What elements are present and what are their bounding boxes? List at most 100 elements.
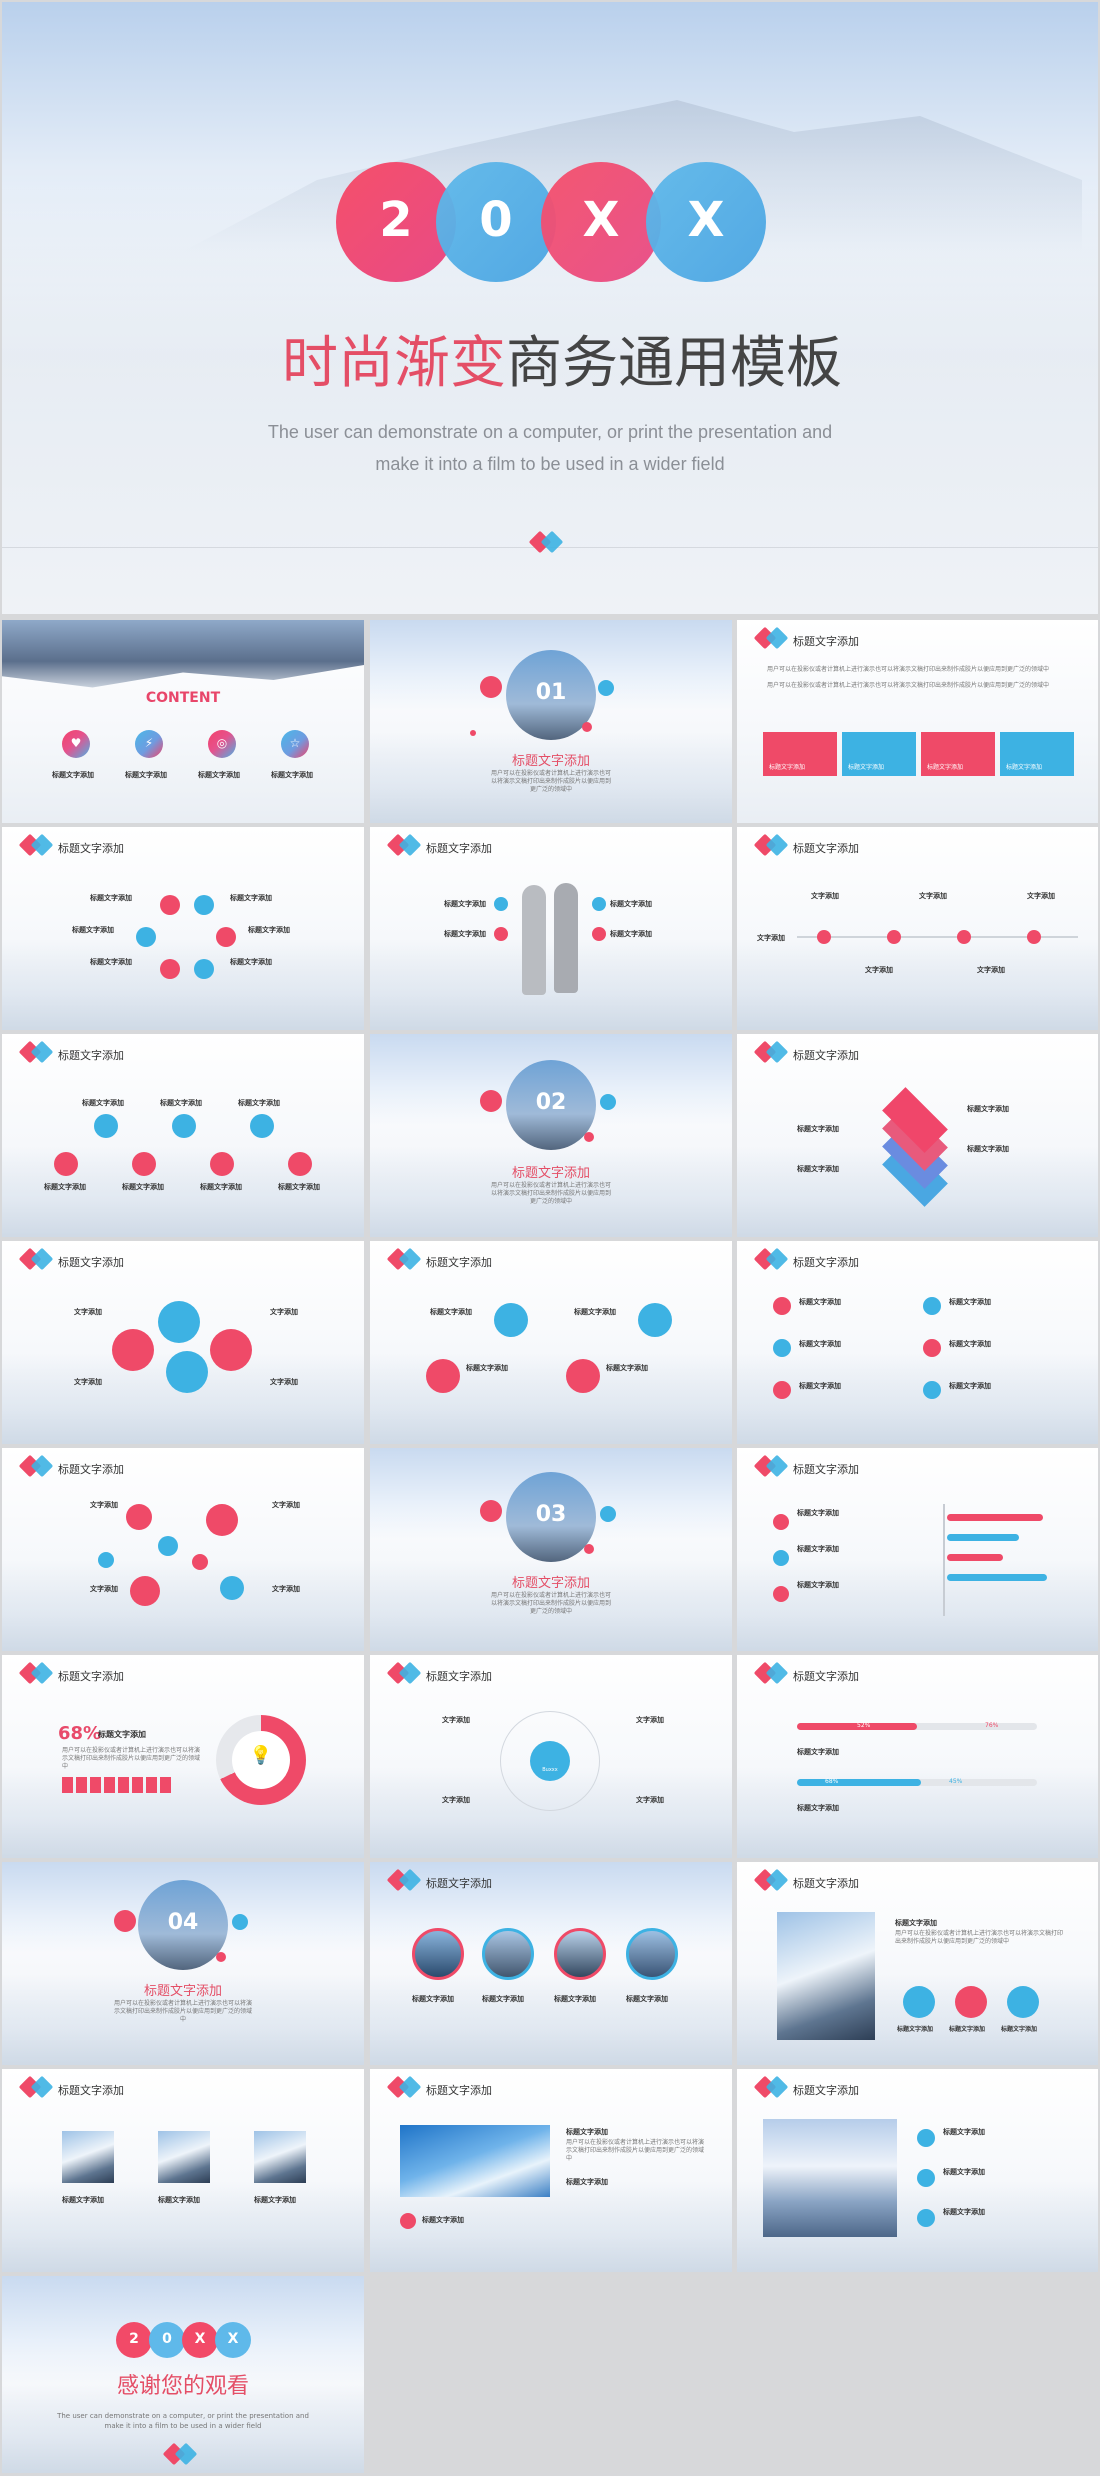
dot-decor: [480, 1090, 502, 1112]
item-heading: 标题文字添加: [943, 2168, 985, 2176]
slide-title: 标题文字添加: [426, 1877, 492, 1890]
diamond-logo-icon: [386, 2075, 428, 2099]
photo-tile: [254, 2131, 306, 2183]
bar-2: [947, 1534, 1019, 1541]
item-heading: 标题文字添加: [967, 1145, 1009, 1153]
closing-slide[interactable]: 2 0 X X 感谢您的观看 The user can demonstrate …: [2, 2276, 364, 2473]
people-icons: [62, 1777, 174, 1793]
section-04-slide[interactable]: 04 标题文字添加 用户可以在投影仪或者计算机上进行演示也可以将演示文稿打印出来…: [2, 1862, 364, 2065]
item-heading: 标题文字添加: [230, 958, 272, 966]
diamond-logo-icon: [753, 626, 795, 650]
image-icon: [923, 1381, 941, 1399]
heart-icon: [426, 1359, 460, 1393]
section-01-slide[interactable]: 01 标题文字添加 用户可以在投影仪或者计算机上进行演示也可以将演示文稿打印出来…: [370, 620, 732, 823]
dot-decor: [584, 1544, 594, 1554]
section-circle: [506, 1060, 596, 1150]
item-heading: 标题文字添加: [949, 2026, 986, 2033]
orbit-slide[interactable]: 标题文字添加 Buxxx 文字添加 文字添加 文字添加 文字添加: [370, 1655, 732, 1858]
content-slide[interactable]: CONTENT ♥ ⚡ ◎ ☆ 标题文字添加 标题文字添加 标题文字添加 标题文…: [2, 620, 364, 823]
slide-title: 标题文字添加: [793, 1463, 859, 1476]
item-heading: 标题文字添加: [482, 1995, 524, 2003]
item-heading: 标题文字添加: [422, 2216, 464, 2224]
icons-grid-slide[interactable]: 标题文字添加 标题文字添加 标题文字添加 标题文字添加 标题文字添加 标题文字添…: [2, 827, 364, 1030]
section-circle: [506, 1472, 596, 1562]
shield-icon: [160, 895, 180, 915]
item-heading: 标题文字添加: [566, 2128, 608, 2136]
section-circle: [506, 650, 596, 740]
send-icon: [917, 2209, 935, 2227]
item-heading: 标题文字添加: [466, 1364, 508, 1372]
photo-circle: [412, 1928, 464, 1980]
slide-title: 标题文字添加: [58, 1256, 124, 1269]
donut-hole: [232, 1731, 290, 1789]
section-03-slide[interactable]: 03 标题文字添加 用户可以在投影仪或者计算机上进行演示也可以将演示文稿打印出来…: [370, 1448, 732, 1651]
bar-list-slide[interactable]: 标题文字添加 标题文字添加 标题文字添加 标题文字添加: [737, 1448, 1098, 1651]
item-heading: 标题文字添加: [610, 900, 652, 908]
item-heading: 标题文字添加: [412, 1995, 454, 2003]
ring-icons-slide[interactable]: 标题文字添加 文字添加 文字添加 文字添加 文字添加: [2, 1448, 364, 1651]
photo-feature-slide[interactable]: 标题文字添加 标题文字添加 用户可以在投影仪或者计算机上进行演示也可以将演示文稿…: [737, 1862, 1098, 2065]
dot-decor: [480, 676, 502, 698]
banner-photo-slide[interactable]: 标题文字添加 标题文字添加 用户可以在投影仪或者计算机上进行演示也可以将演示文稿…: [370, 2069, 732, 2272]
item-heading: 标题文字添加: [444, 900, 486, 908]
bar-1: [947, 1514, 1043, 1521]
section-02-slide[interactable]: 02 标题文字添加 用户可以在投影仪或者计算机上进行演示也可以将演示文稿打印出来…: [370, 1034, 732, 1237]
item-heading: 标题文字添加: [799, 1340, 841, 1348]
slide-title: 标题文字添加: [58, 842, 124, 855]
timeline-slide[interactable]: 标题文字添加 文字添加 文字添加 文字添加 文字添加 文字添加 文字添加: [737, 827, 1098, 1030]
badge-circle-4: [646, 162, 766, 282]
item-label: 文字添加: [272, 1585, 300, 1593]
slide-title: 标题文字添加: [793, 1877, 859, 1890]
closing-subtitle-2: make it into a film to be used in a wide…: [104, 2422, 262, 2430]
feature-box: 标题文字添加: [1000, 732, 1074, 776]
diamond-logo-icon: [753, 1454, 795, 1478]
section-para: 用户可以在投影仪或者计算机上进行演示也可以将演示文稿打印出来制作成胶片以便应用到…: [490, 1182, 611, 1205]
text-boxes-slide[interactable]: 标题文字添加 用户可以在投影仪或者计算机上进行演示也可以将演示文稿打印出来制作成…: [737, 620, 1098, 823]
section-para: 用户可以在投影仪或者计算机上进行演示也可以将演示文稿打印出来制作成胶片以便应用到…: [490, 1592, 611, 1615]
progress-value: 68%: [825, 1778, 839, 1785]
slide-title: 标题文字添加: [793, 635, 859, 648]
link-icon: [132, 1152, 156, 1176]
item-heading: 标题文字添加: [797, 1509, 839, 1517]
section-number: 02: [535, 1090, 567, 1115]
phone-icon: [220, 1576, 244, 1600]
closing-badge: 2 0 X X: [116, 2322, 252, 2358]
layers-slide[interactable]: 标题文字添加 标题文字添加 标题文字添加 标题文字添加 标题文字添加: [737, 1034, 1098, 1237]
zigzag-icons-slide[interactable]: 标题文字添加 标题文字添加 标题文字添加 标题文字添加 标题文字添加 标题文字添…: [2, 1034, 364, 1237]
stat-percent: 68%: [58, 1723, 102, 1744]
user-icon: [592, 927, 606, 941]
people-slide[interactable]: 标题文字添加 标题文字添加 标题文字添加 标题文字添加 标题文字添加: [370, 827, 732, 1030]
center-label: Buxxx: [542, 1767, 558, 1773]
badge-char-2: 0: [479, 192, 513, 248]
item-heading: 标题文字添加: [1001, 2026, 1038, 2033]
slide-title: 标题文字添加: [426, 2084, 492, 2097]
badge-char-3: X: [582, 192, 620, 248]
wifi-icon: [530, 1741, 570, 1781]
photo-circles-slide[interactable]: 标题文字添加 标题文字添加 标题文字添加 标题文字添加 标题文字添加: [370, 1862, 732, 2065]
bulb-icon: 💡: [249, 1745, 273, 1766]
search-icon: [194, 895, 214, 915]
orbit-ring: [500, 1711, 600, 1811]
share-icon: [166, 1351, 208, 1393]
slide-title: 标题文字添加: [58, 1049, 124, 1062]
section-heading: 标题文字添加: [511, 1166, 590, 1181]
dot-decor: [232, 1914, 248, 1930]
lightning-icon: ⚡: [135, 730, 163, 758]
diamond-logo-icon: [753, 1661, 795, 1685]
percent-stat-slide[interactable]: 标题文字添加 68% 标题文字添加 用户可以在投影仪或者计算机上进行演示也可以将…: [2, 1655, 364, 1858]
glacier-photo-slide[interactable]: 标题文字添加 标题文字添加 标题文字添加 标题文字添加: [737, 2069, 1098, 2272]
item-para: 用户可以在投影仪或者计算机上进行演示也可以将演示文稿打印出来制作成胶片以便应用到…: [566, 2139, 705, 2162]
ice-photo: [400, 2125, 550, 2197]
item-heading: 标题文字添加: [566, 2178, 608, 2186]
lightning-icon: [566, 1359, 600, 1393]
bulb-icon: [1007, 1986, 1039, 2018]
cluster-circles-slide[interactable]: 标题文字添加 文字添加 文字添加 文字添加 文字添加: [2, 1241, 364, 1444]
photo-heading: 标题文字添加: [895, 1919, 937, 1927]
curve-icons-slide[interactable]: 标题文字添加 标题文字添加 标题文字添加 标题文字添加 标题文字添加: [370, 1241, 732, 1444]
wave-photos-slide[interactable]: 标题文字添加 标题文字添加 标题文字添加 标题文字添加: [2, 2069, 364, 2272]
gear-icon: [160, 959, 180, 979]
progress-slide[interactable]: 标题文字添加 52% 76% 标题文字添加 68% 45% 标题文字添加: [737, 1655, 1098, 1858]
diamond-logo-icon: [386, 1661, 428, 1685]
two-column-list-slide[interactable]: 标题文字添加 标题文字添加 标题文字添加 标题文字添加 标题文字添加 标题文字添…: [737, 1241, 1098, 1444]
progress-value: 52%: [857, 1722, 871, 1729]
